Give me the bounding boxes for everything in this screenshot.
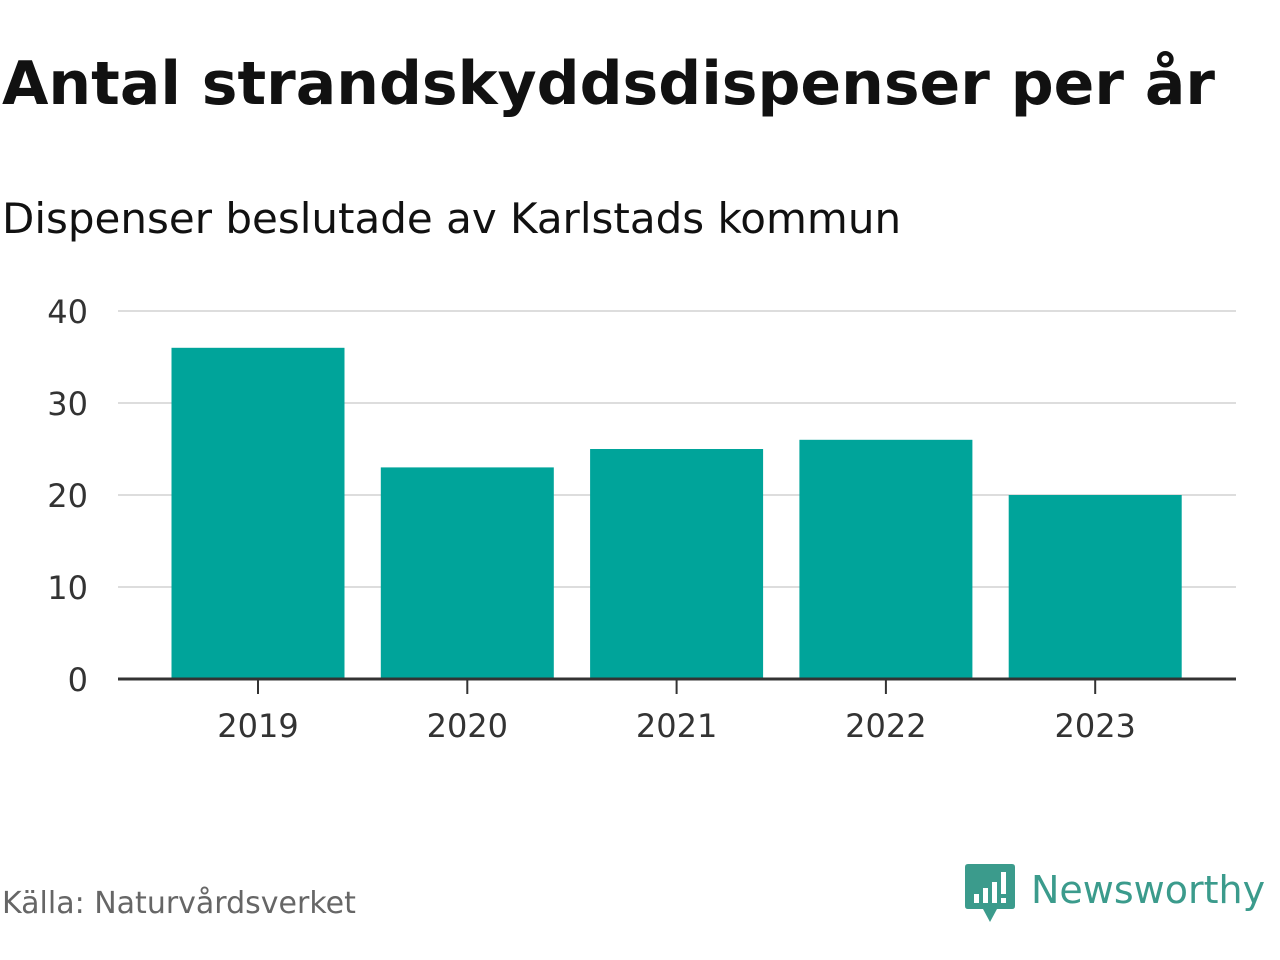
y-tick-label-20: 20 (47, 477, 88, 515)
x-tick-label-2022: 2022 (845, 707, 926, 745)
bar-2023 (1008, 495, 1182, 679)
x-tick-label-2019: 2019 (217, 707, 298, 745)
newsworthy-logo-icon (965, 864, 1015, 922)
x-axis (118, 677, 1236, 694)
y-tick-label-0: 0 (68, 661, 88, 699)
y-tick-label-40: 40 (47, 293, 88, 331)
bars (171, 347, 1182, 679)
source-note: Källa: Naturvårdsverket (2, 886, 356, 921)
bar-2022 (799, 439, 973, 679)
y-axis-tick-labels: 0 10 20 30 40 (47, 293, 88, 699)
x-tick-label-2021: 2021 (636, 707, 717, 745)
chart-title: Antal strandskyddsdispenser per år (2, 49, 1215, 119)
brand-name: Newsworthy (1031, 868, 1266, 912)
bar-chart: 0 10 20 30 40 2019 2020 2021 2022 2023 (47, 293, 1236, 745)
x-tick-label-2020: 2020 (427, 707, 508, 745)
bar-2020 (380, 467, 554, 679)
x-tick-label-2023: 2023 (1054, 707, 1135, 745)
y-tick-label-30: 30 (47, 385, 88, 423)
chart-subtitle: Dispenser beslutade av Karlstads kommun (2, 194, 902, 243)
brand-logo: Newsworthy (965, 862, 1265, 926)
bar-2019 (171, 347, 345, 679)
bar-2021 (590, 449, 764, 679)
y-tick-label-10: 10 (47, 569, 88, 607)
x-axis-tick-labels: 2019 2020 2021 2022 2023 (217, 707, 1136, 745)
